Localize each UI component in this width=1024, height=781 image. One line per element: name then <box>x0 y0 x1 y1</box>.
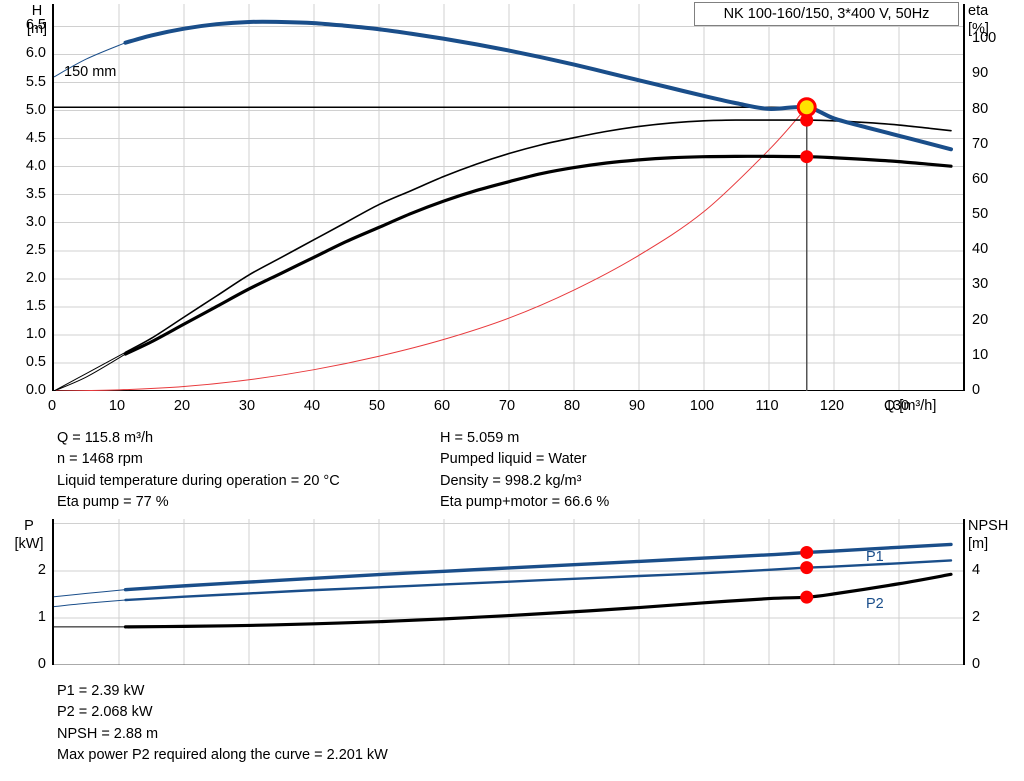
duty-point-info-right: H = 5.059 m Pumped liquid = Water Densit… <box>440 428 609 514</box>
q-tick-label: 80 <box>563 398 581 414</box>
p-axis-title: P <box>24 518 34 534</box>
info-line: Pumped liquid = Water <box>440 451 587 468</box>
npsh-tick-label: 2 <box>972 608 981 625</box>
eta-tick-label: 30 <box>972 276 989 293</box>
impeller-size-label: 150 mm <box>64 64 117 80</box>
h-tick-label: 6.0 <box>25 45 46 62</box>
info-line: Liquid temperature during operation = 20… <box>57 472 340 489</box>
q-tick-label: 50 <box>368 398 386 414</box>
eta-axis-unit: [%] <box>968 21 989 38</box>
info-line: Eta pump = 77 % <box>57 494 169 511</box>
h-tick-label: 0.5 <box>25 353 46 370</box>
power-info-block: P1 = 2.39 kW P2 = 2.068 kW NPSH = 2.88 m… <box>57 681 388 767</box>
h-tick-label: 4.5 <box>25 129 46 146</box>
q-tick-label: 90 <box>628 398 646 414</box>
eta-tick-label: 50 <box>972 206 989 223</box>
q-tick-label: 0 <box>47 398 57 414</box>
bottom-plot-area <box>52 519 965 665</box>
p-tick-label: 2 <box>37 561 46 578</box>
q-tick-label: 20 <box>173 398 191 414</box>
q-axis-title: Q [m³/h] <box>884 398 937 414</box>
h-tick-label: 3.0 <box>25 213 46 230</box>
h-tick-label: 6.5 <box>25 17 46 34</box>
p-tick-label: 1 <box>37 608 46 625</box>
h-tick-label: 2.5 <box>25 241 46 258</box>
h-axis-title: H <box>31 3 43 19</box>
duty-point-info-left: Q = 115.8 m³/h n = 1468 rpm Liquid tempe… <box>57 428 340 514</box>
eta-tick-label: 90 <box>972 65 989 82</box>
eta-axis-title: eta <box>968 3 989 19</box>
head-eta-chart: H [m] eta [%] 0.0 0.5 1.0 1.5 2.0 2.5 3.0 3.5 4.… <box>22 2 1018 414</box>
info-line: Q = 115.8 m³/h <box>57 430 154 446</box>
h-tick-label: 0.0 <box>25 382 46 398</box>
h-axis-title-unit: H [m] <box>22 3 52 38</box>
h-tick-label: 1.5 <box>25 297 46 314</box>
q-tick-label: 110 <box>755 398 779 414</box>
eta-tick-label: 100 <box>972 30 997 47</box>
top-plot-area <box>52 4 965 391</box>
npsh-axis-title-unit: NPSH [m] <box>968 518 1024 553</box>
eta-tick-label: 40 <box>972 241 989 258</box>
info-line: Max power P2 required along the curve = … <box>57 747 388 764</box>
pump-model-title: NK 100-160/150, 3*400 V, 50Hz <box>723 6 930 22</box>
eta-tick-label: 70 <box>972 135 989 152</box>
eta-tick-label: 10 <box>972 346 989 363</box>
q-tick-label: 130 <box>884 398 910 414</box>
h-tick-label: 1.0 <box>25 325 46 342</box>
q-tick-label: 30 <box>238 398 256 414</box>
h-tick-label: 4.0 <box>25 157 46 174</box>
q-tick-label: 40 <box>303 398 321 414</box>
q-tick-label: 60 <box>433 398 451 414</box>
info-line: n = 1468 rpm <box>57 451 143 468</box>
p-axis-unit: [kW] <box>14 536 44 553</box>
info-line: H = 5.059 m <box>440 430 520 446</box>
npsh-tick-label: 4 <box>972 561 981 578</box>
npsh-axis-unit: [m] <box>968 536 989 553</box>
q-tick-label: 120 <box>819 398 845 414</box>
eta-axis-title-unit: eta [%] <box>968 3 1018 38</box>
pump-model-title-box: NK 100-160/150, 3*400 V, 50Hz <box>694 2 959 26</box>
p1-curve-label: P1 <box>866 549 884 565</box>
eta-tick-label: 0 <box>972 382 981 398</box>
eta-tick-label: 80 <box>972 100 989 117</box>
p-axis-title-unit: P [kW] <box>6 518 52 553</box>
npsh-tick-label: 0 <box>972 656 981 672</box>
info-line: P1 = 2.39 kW <box>57 683 145 699</box>
top-chart-canvas <box>54 4 963 391</box>
h-tick-label: 5.0 <box>25 101 46 118</box>
p-tick-label: 0 <box>37 656 46 672</box>
q-tick-label: 100 <box>689 398 715 414</box>
h-tick-label: 2.0 <box>25 269 46 286</box>
npsh-axis-title: NPSH <box>968 518 1009 534</box>
info-line: Eta pump+motor = 66.6 % <box>440 494 610 511</box>
p2-curve-label: P2 <box>866 596 884 612</box>
info-line: NPSH = 2.88 m <box>57 725 159 742</box>
eta-tick-label: 60 <box>972 170 989 187</box>
power-npsh-chart: P [kW] NPSH [m] 0 1 2 0 2 4 P1 P2 <box>0 518 1024 679</box>
q-tick-label: 70 <box>498 398 516 414</box>
h-tick-label: 5.5 <box>25 73 46 90</box>
info-line: Density = 998.2 kg/m³ <box>440 472 582 489</box>
bottom-chart-canvas <box>54 519 963 665</box>
eta-tick-label: 20 <box>972 311 989 328</box>
info-line: P2 = 2.068 kW <box>57 704 153 721</box>
h-tick-label: 3.5 <box>25 185 46 202</box>
h-axis-unit: [m] <box>26 21 48 38</box>
q-tick-label: 10 <box>108 398 126 414</box>
